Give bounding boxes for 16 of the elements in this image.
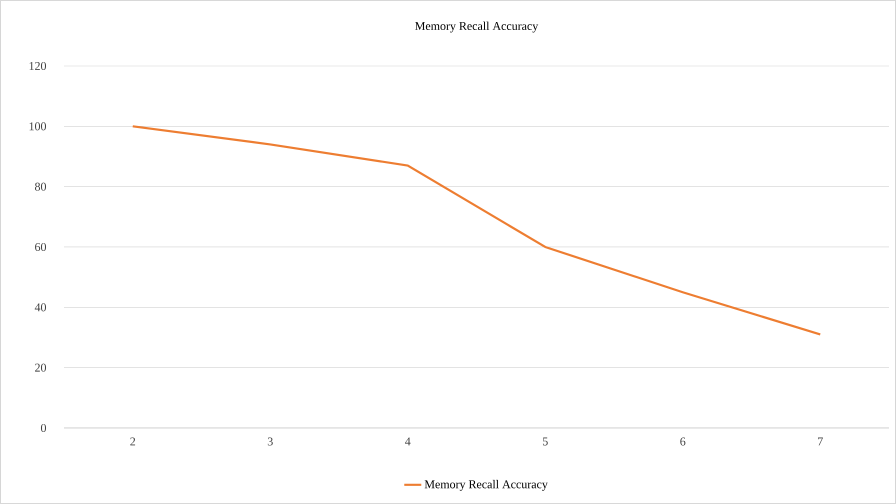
x-tick-label: 7	[818, 438, 823, 446]
x-tick-label: 6	[680, 438, 686, 446]
line-series	[132, 125, 822, 336]
y-tick-label: 80	[34, 182, 46, 191]
legend-label: Memory Recall Accuracy	[424, 480, 548, 491]
y-tick-label: 20	[35, 364, 46, 372]
y-tick-label: 60	[35, 242, 46, 252]
y-tick-label: 120	[30, 62, 46, 70]
x-tick-label: 2	[130, 438, 136, 446]
y-tick-label: 40	[34, 303, 46, 312]
x-tick-label: 5	[542, 438, 548, 446]
x-tick-label: 4	[405, 438, 411, 446]
x-tick-label: 3	[268, 438, 273, 446]
y-tick-label: 100	[30, 122, 46, 130]
chart-title: Memory Recall Accuracy	[415, 22, 538, 32]
y-tick-label: 0	[40, 424, 46, 432]
